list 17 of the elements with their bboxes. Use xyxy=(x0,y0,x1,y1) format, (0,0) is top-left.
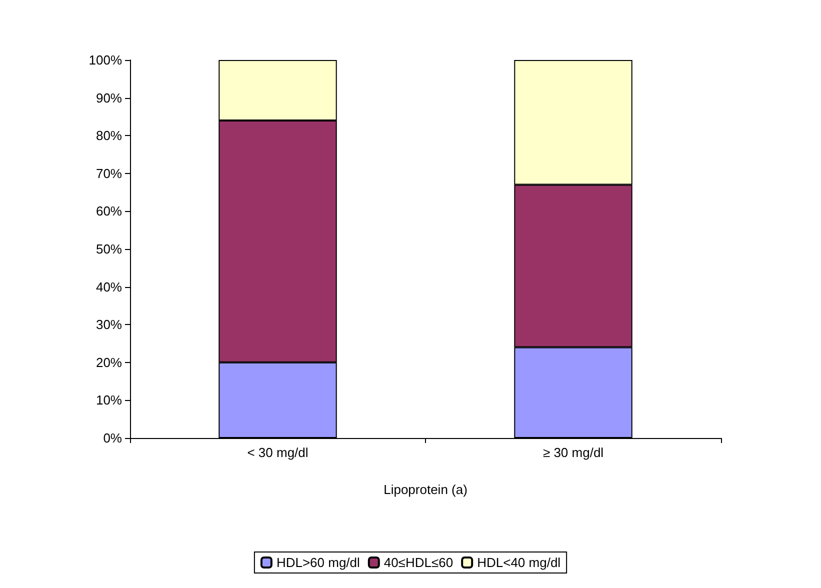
y-tick-label: 70% xyxy=(96,166,122,181)
x-axis-title: Lipoprotein (a) xyxy=(384,482,468,497)
y-tick-label: 60% xyxy=(96,204,122,219)
y-tick-label: 30% xyxy=(96,317,122,332)
x-tick-label: < 30 mg/dl xyxy=(247,445,308,460)
y-tick-label: 80% xyxy=(96,128,122,144)
legend-label: HDL>60 mg/dl xyxy=(276,555,360,570)
y-tick-label: 20% xyxy=(96,354,122,370)
x-tick-label: ≥ 30 mg/dl xyxy=(542,445,604,460)
y-tick-label: 10% xyxy=(96,392,122,408)
legend-label: HDL<40 mg/dl xyxy=(477,555,561,570)
y-tick-label: 40% xyxy=(96,279,122,294)
y-tick-label: 0% xyxy=(103,430,122,446)
y-tick-label: 90% xyxy=(96,90,122,106)
y-tick-label: 100% xyxy=(88,52,122,68)
legend-label: 40≤HDL≤60 xyxy=(384,555,454,570)
y-tick-label: 50% xyxy=(96,242,122,256)
